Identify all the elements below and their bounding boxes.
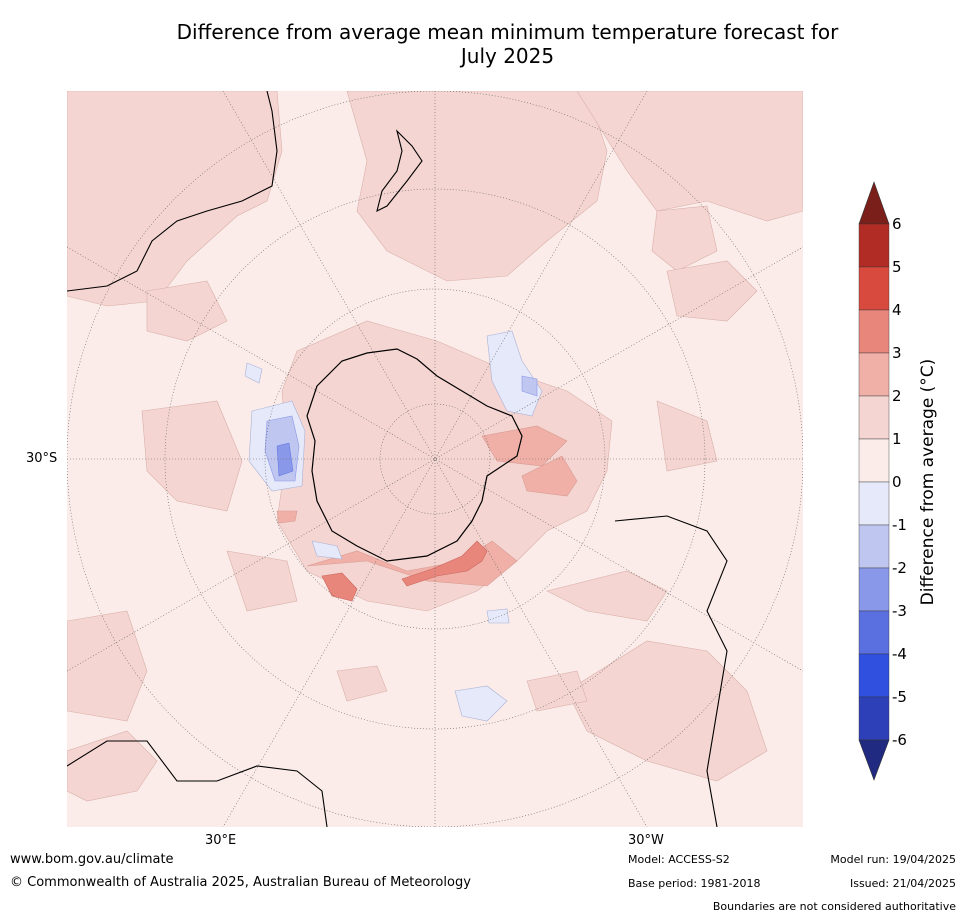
colorbar-tick-label: 6 xyxy=(892,215,902,233)
colorbar-extend-bottom xyxy=(858,739,890,781)
model-run-text: Model run: 19/04/2025 xyxy=(830,853,956,866)
lat-label-30s: 30°S xyxy=(26,451,58,466)
colorbar-extend-top xyxy=(858,181,890,225)
polar-map[interactable] xyxy=(67,91,803,827)
colorbar-segment xyxy=(858,266,890,311)
website-link[interactable]: www.bom.gov.au/climate xyxy=(10,852,174,867)
graticule xyxy=(67,91,803,827)
title-line-1: Difference from average mean minimum tem… xyxy=(176,20,839,44)
chart-title: Difference from average mean minimum tem… xyxy=(60,20,955,68)
colorbar-segment xyxy=(858,223,890,268)
colorbar-segment xyxy=(858,352,890,397)
map-svg xyxy=(67,91,803,827)
colorbar-tick-label: -2 xyxy=(892,559,907,577)
colorbar-tick-label: -4 xyxy=(892,645,907,663)
colorbar-tick-label: 5 xyxy=(892,258,902,276)
issued-text: Issued: 21/04/2025 xyxy=(849,877,956,890)
colorbar-label: Difference from average (°C) xyxy=(918,359,938,606)
colorbar-tick-label: -1 xyxy=(892,516,907,534)
anomaly-2-3 xyxy=(276,425,578,587)
new-zealand-coast xyxy=(376,129,423,213)
colorbar-tick-label: -6 xyxy=(892,731,907,749)
colorbar-segment xyxy=(858,524,890,569)
disclaimer-text: Boundaries are not considered authoritat… xyxy=(712,900,956,913)
colorbar-tick-label: 4 xyxy=(892,301,902,319)
base-period-text: Base period: 1981-2018 xyxy=(628,877,761,890)
colorbar-segment xyxy=(858,696,890,741)
colorbar-segment xyxy=(858,653,890,698)
copyright-text: © Commonwealth of Australia 2025, Austra… xyxy=(10,875,471,890)
south-america-coast xyxy=(614,515,728,827)
colorbar-segment xyxy=(858,610,890,655)
lon-label-30e: 30°E xyxy=(205,833,237,848)
colorbar-segment xyxy=(858,438,890,483)
colorbar-tick-label: 2 xyxy=(892,387,902,405)
title-line-2: July 2025 xyxy=(460,44,555,68)
africa-coast xyxy=(67,740,328,827)
australia-coast xyxy=(67,91,278,292)
colorbar-tick-label: 1 xyxy=(892,430,902,448)
colorbar-tick-label: 0 xyxy=(892,473,902,491)
colorbar-segment xyxy=(858,567,890,612)
antarctica-coast xyxy=(306,348,523,562)
colorbar-tick-label: 3 xyxy=(892,344,902,362)
colorbar-svg: 6 5 4 3 2 1 0 -1 -2 -3 -4 -5 -6 Difference from avera… xyxy=(858,181,938,781)
lon-label-30w: 30°W xyxy=(628,833,664,848)
model-text: Model: ACCESS-S2 xyxy=(628,853,730,866)
anomaly-3-4 xyxy=(321,540,488,602)
colorbar-segment xyxy=(858,481,890,526)
colorbar: 6 5 4 3 2 1 0 -1 -2 -3 -4 -5 -6 Difference from avera… xyxy=(855,180,965,785)
colorbar-segment xyxy=(858,309,890,354)
colorbar-tick-label: -3 xyxy=(892,602,907,620)
anomaly-neg-3-2 xyxy=(276,442,294,477)
colorbar-segment xyxy=(858,395,890,440)
colorbar-tick-label: -5 xyxy=(892,688,907,706)
